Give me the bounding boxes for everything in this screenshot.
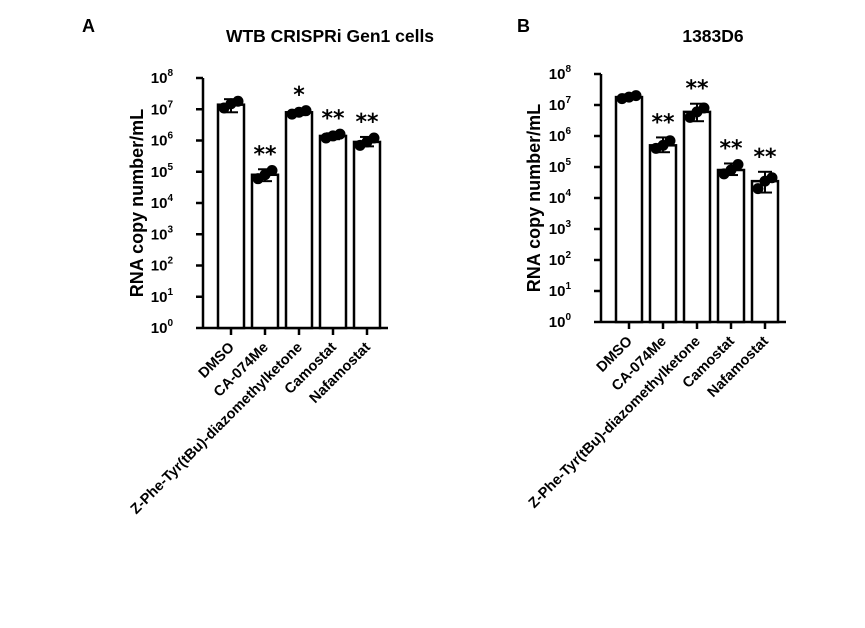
chart-panel-a: A WTB CRISPRi Gen1 cells RNA copy number/m… [82,16,434,518]
bar [648,144,678,324]
bar [250,173,280,330]
data-point [300,105,312,117]
bar [614,95,644,324]
y-tick-label: 100 [549,312,572,331]
chart-title: 1383D6 [682,26,744,46]
chart-title: WTB CRISPRi Gen1 cells [226,26,434,46]
data-point [766,172,778,184]
bar [750,179,780,324]
y-tick-label: 107 [151,99,174,118]
bar [682,110,712,324]
y-tick-label: 105 [549,157,572,176]
data-point [232,95,244,107]
y-tick-label: 107 [549,95,572,114]
y-tick-label: 108 [151,68,174,87]
chart-panel-b: B 1383D6 RNA copy number/mL 100 101 102 103 104… [517,16,786,512]
y-tick-label: 106 [151,131,174,150]
data-point [664,135,676,147]
data-point [368,132,380,144]
bar [318,134,348,330]
data-point [698,102,710,114]
data-point [334,128,346,140]
y-tick-label: 101 [549,281,572,300]
data-point [752,183,764,195]
panel-letter: A [82,16,95,36]
significance-label: ** [253,142,277,167]
significance-label: ** [685,77,709,102]
y-axis-label: RNA copy number/mL [127,109,147,297]
y-tick-label: 100 [151,318,174,337]
significance-label: ** [753,145,777,170]
y-tick-label: 105 [151,162,174,181]
y-tick-label: 101 [151,287,174,306]
y-tick-label: 108 [549,64,572,83]
significance-label: * [293,83,305,108]
bar [284,111,314,330]
y-tick-label: 103 [151,224,174,243]
data-point [266,164,278,176]
y-axis-label: RNA copy number/mL [524,104,544,292]
bar [216,103,246,330]
y-tick-label: 102 [549,250,572,269]
y-tick-label: 106 [549,126,572,145]
panel-letter: B [517,16,530,36]
significance-label: ** [719,136,743,161]
bar [352,140,382,330]
data-point [732,159,744,171]
y-tick-label: 103 [549,219,572,238]
y-tick-label: 104 [549,188,572,207]
bar [716,168,746,324]
y-tick-label: 104 [151,193,174,212]
significance-label: ** [651,110,675,135]
y-tick-label: 102 [151,256,174,275]
data-point [630,90,642,102]
significance-label: ** [321,106,345,131]
significance-label: ** [355,110,379,135]
